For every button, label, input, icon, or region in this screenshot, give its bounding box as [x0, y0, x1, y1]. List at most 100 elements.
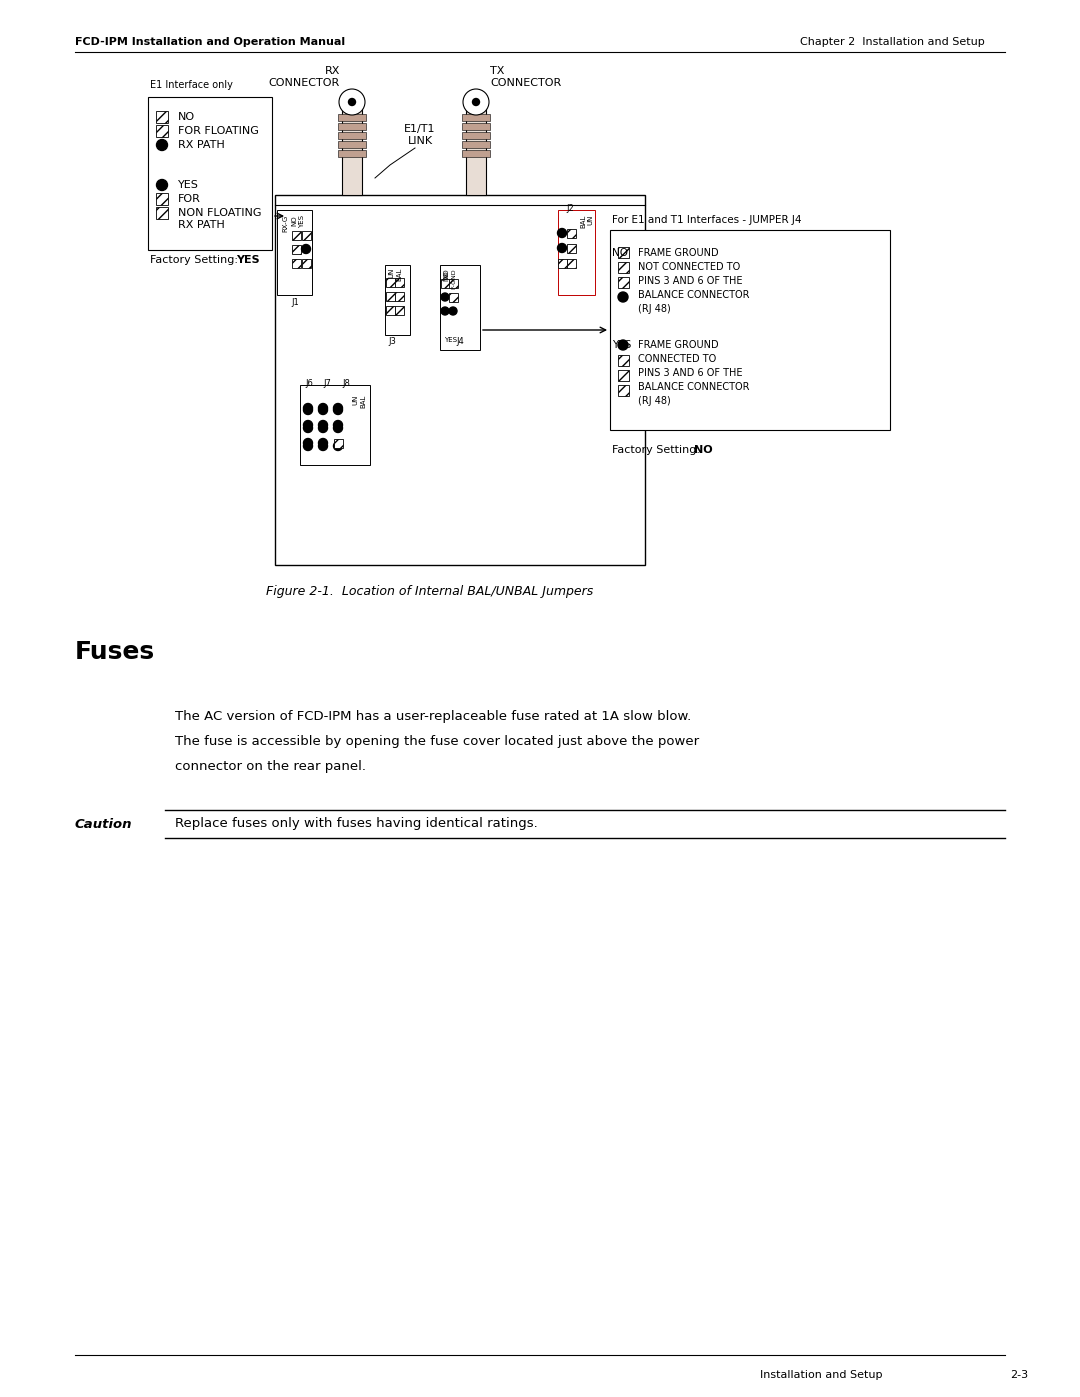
Bar: [448, 292, 458, 302]
Bar: [301, 258, 311, 267]
Text: RX PATH: RX PATH: [178, 140, 225, 149]
Text: Factory Setting:: Factory Setting:: [612, 446, 703, 455]
Text: NO: NO: [694, 446, 713, 455]
Bar: [338, 131, 366, 138]
Text: PINS 3 AND 6 OF THE: PINS 3 AND 6 OF THE: [638, 367, 743, 379]
Circle shape: [157, 140, 167, 151]
Bar: [618, 384, 629, 395]
Text: Factory Setting:: Factory Setting:: [150, 256, 242, 265]
Bar: [567, 243, 576, 253]
Bar: [342, 105, 362, 196]
Circle shape: [303, 420, 312, 429]
Bar: [441, 278, 449, 288]
Bar: [338, 149, 366, 156]
Bar: [462, 149, 490, 156]
Text: Chapter 2  Installation and Setup: Chapter 2 Installation and Setup: [800, 36, 985, 47]
Bar: [462, 141, 490, 148]
Text: J1: J1: [292, 298, 299, 307]
Circle shape: [334, 405, 342, 415]
Text: TX
CONNECTOR: TX CONNECTOR: [490, 66, 562, 88]
Bar: [618, 261, 629, 272]
Text: UN: UN: [588, 215, 593, 225]
Text: YES: YES: [299, 215, 305, 228]
Text: NO: NO: [443, 268, 449, 278]
Circle shape: [463, 89, 489, 115]
Circle shape: [618, 292, 627, 302]
Bar: [557, 258, 567, 267]
Bar: [292, 258, 300, 267]
Text: YES: YES: [237, 256, 259, 265]
Circle shape: [334, 404, 342, 412]
Text: F-GND: F-GND: [451, 268, 456, 289]
Text: The AC version of FCD-IPM has a user-replaceable fuse rated at 1A slow blow.: The AC version of FCD-IPM has a user-rep…: [175, 710, 691, 724]
Bar: [276, 210, 312, 295]
Text: UN: UN: [352, 395, 357, 405]
Text: FCD-IPM Installation and Operation Manual: FCD-IPM Installation and Operation Manua…: [75, 36, 346, 47]
Bar: [462, 115, 490, 122]
Bar: [462, 131, 490, 138]
Bar: [156, 207, 168, 219]
Text: BAL: BAL: [580, 215, 586, 228]
Text: NO: NO: [612, 249, 627, 258]
Text: CONNECTED TO: CONNECTED TO: [638, 353, 716, 365]
Text: BALANCE CONNECTOR: BALANCE CONNECTOR: [638, 381, 750, 393]
Text: J7: J7: [323, 379, 330, 388]
Bar: [292, 231, 300, 239]
Text: J8: J8: [342, 379, 350, 388]
Bar: [156, 110, 168, 123]
Circle shape: [319, 420, 327, 429]
Bar: [384, 265, 410, 335]
Text: Fuses: Fuses: [75, 640, 156, 664]
Bar: [618, 277, 629, 288]
Text: (RJ 48): (RJ 48): [638, 305, 671, 314]
Text: YES: YES: [444, 337, 457, 344]
Bar: [394, 278, 404, 286]
Text: Caution: Caution: [75, 817, 133, 830]
Bar: [558, 210, 595, 295]
Bar: [465, 105, 486, 196]
Circle shape: [557, 229, 567, 237]
Bar: [334, 439, 342, 447]
Circle shape: [339, 89, 365, 115]
Text: FOR FLOATING: FOR FLOATING: [178, 126, 259, 136]
Bar: [567, 229, 576, 237]
Text: NON FLOATING: NON FLOATING: [178, 208, 261, 218]
Circle shape: [319, 404, 327, 412]
Circle shape: [473, 99, 480, 106]
Circle shape: [441, 293, 449, 300]
Circle shape: [301, 244, 311, 253]
Text: J4: J4: [456, 337, 464, 346]
Circle shape: [557, 243, 567, 253]
Text: BALANCE CONNECTOR: BALANCE CONNECTOR: [638, 291, 750, 300]
Circle shape: [303, 439, 312, 447]
Text: FRAME GROUND: FRAME GROUND: [638, 339, 718, 351]
Bar: [394, 292, 404, 300]
Text: Installation and Setup: Installation and Setup: [760, 1370, 882, 1380]
Bar: [618, 246, 629, 257]
Text: J2: J2: [566, 204, 573, 212]
Bar: [462, 123, 490, 130]
Circle shape: [319, 439, 327, 447]
Bar: [156, 193, 168, 205]
Text: Figure 2-1.  Location of Internal BAL/UNBAL Jumpers: Figure 2-1. Location of Internal BAL/UNB…: [267, 585, 594, 598]
Circle shape: [319, 441, 327, 450]
Circle shape: [618, 339, 627, 351]
Text: NO: NO: [443, 270, 449, 281]
Text: NO: NO: [291, 215, 297, 226]
Text: NO: NO: [178, 112, 195, 122]
Text: YES: YES: [612, 339, 632, 351]
Bar: [440, 265, 480, 351]
Text: RX PATH: RX PATH: [178, 219, 225, 231]
Bar: [618, 369, 629, 380]
Text: Replace fuses only with fuses having identical ratings.: Replace fuses only with fuses having ide…: [175, 817, 538, 830]
Bar: [386, 306, 394, 314]
Text: J3: J3: [388, 337, 396, 346]
Circle shape: [303, 423, 312, 433]
Bar: [567, 258, 576, 267]
Circle shape: [303, 405, 312, 415]
Bar: [275, 196, 645, 564]
Circle shape: [334, 441, 342, 450]
Circle shape: [319, 405, 327, 415]
Text: PINS 3 AND 6 OF THE: PINS 3 AND 6 OF THE: [638, 277, 743, 286]
Circle shape: [349, 99, 355, 106]
